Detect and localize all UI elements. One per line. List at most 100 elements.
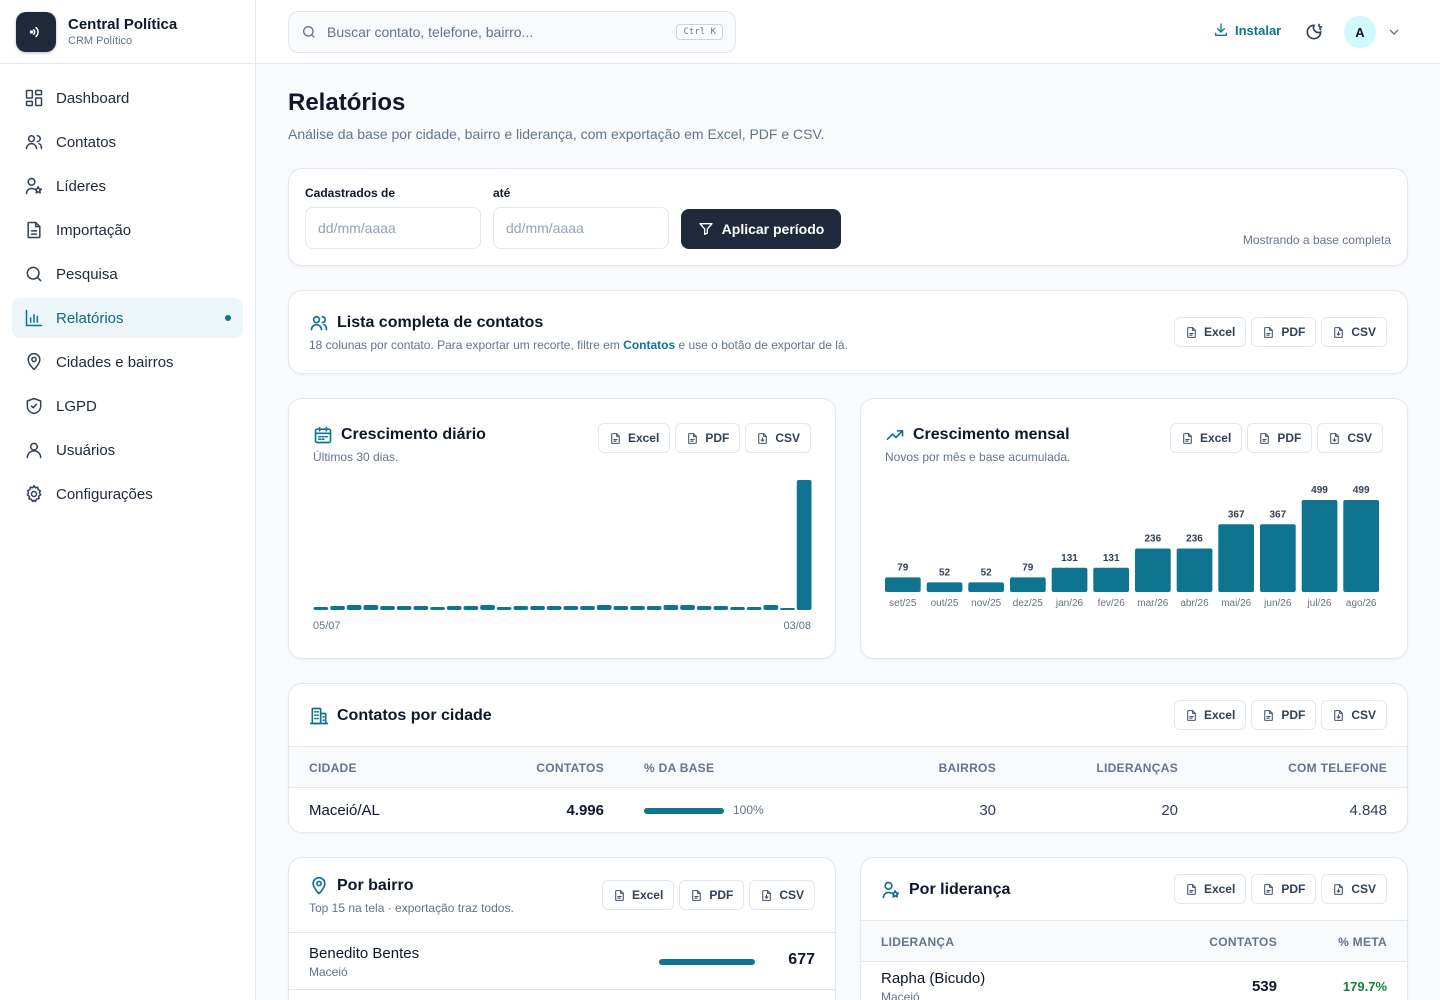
install-button[interactable]: Instalar <box>1213 22 1281 38</box>
export-label: Excel <box>1203 708 1236 722</box>
sidebar-item-dashboard[interactable]: Dashboard <box>12 78 243 118</box>
daily-bar-08/07 <box>363 605 379 610</box>
chevron-down-icon[interactable] <box>1386 24 1402 40</box>
city-export-csv-button[interactable]: CSV <box>1321 700 1387 730</box>
contacts-list-exports: Excel PDF CSV <box>1173 317 1387 347</box>
leader-export-pdf-button[interactable]: PDF <box>1251 874 1317 904</box>
brand-subtitle: CRM Político <box>68 34 133 47</box>
monthly-export-csv-button[interactable]: CSV <box>1317 423 1383 453</box>
avatar[interactable]: A <box>1344 16 1376 48</box>
col-leaders: LIDERANÇAS <box>1096 761 1178 775</box>
sidebar-item-label: Pesquisa <box>56 265 118 283</box>
user-icon <box>26 442 42 459</box>
sidebar-item-pesquisa[interactable]: Pesquisa <box>12 254 243 294</box>
monthly-bar-jun/26 <box>1260 524 1296 592</box>
monthly-tick-label: fev/26 <box>1098 598 1126 609</box>
search-icon <box>303 26 315 38</box>
daily-bar-10/07 <box>396 606 412 610</box>
daily-bar-09/07 <box>380 606 395 610</box>
daily-bar-05/07 <box>313 607 329 610</box>
monthly-value-label: 499 <box>1353 485 1370 496</box>
daily-bar-28/07 <box>696 606 712 610</box>
daily-export-excel-button[interactable]: Excel <box>597 423 671 453</box>
monthly-growth-title: Crescimento mensal <box>885 425 1070 445</box>
city-export-pdf-button[interactable]: PDF <box>1251 700 1317 730</box>
daily-export-pdf-button[interactable]: PDF <box>675 423 741 453</box>
to-label: até <box>493 186 511 200</box>
export-label: CSV <box>1351 882 1376 896</box>
city-neighborhoods: 30 <box>979 802 996 819</box>
city-report-title: Contatos por cidade <box>309 706 492 726</box>
city-report-card: Contatos por cidade Excel PDF CSV CIDADE C… <box>288 683 1408 833</box>
col-contacts: CONTATOS <box>536 761 604 775</box>
period-status: Mostrando a base completa <box>1242 233 1391 247</box>
contacts-list-export-csv-button[interactable]: CSV <box>1321 317 1387 347</box>
leader-export-csv-button[interactable]: CSV <box>1321 874 1387 904</box>
list-item[interactable]: Benedito Bentes Maceió 677 <box>289 932 835 990</box>
sidebar-item-relatorios[interactable]: Relatórios <box>12 298 243 338</box>
contacts-list-export-excel-button[interactable]: Excel <box>1173 317 1247 347</box>
monthly-growth-chart: 79 set/25 52 out/25 52 nov/25 79 dez/25 131 jan/2… <box>885 485 1379 609</box>
daily-growth-subtitle: Últimos 30 dias. <box>313 450 399 464</box>
monthly-tick-label: set/25 <box>889 598 917 609</box>
neighborhood-export-csv-button[interactable]: CSV <box>749 880 815 910</box>
active-indicator <box>225 315 231 321</box>
daily-bar-21/07 <box>580 606 595 610</box>
daily-export-csv-button[interactable]: CSV <box>745 423 811 453</box>
daily-bar-23/07 <box>613 606 629 610</box>
col-city: CIDADE <box>309 761 357 775</box>
sidebar-item-label: Líderes <box>56 177 107 195</box>
monthly-export-excel-button[interactable]: Excel <box>1169 423 1243 453</box>
bar-chart-icon <box>25 309 43 327</box>
user-star-icon <box>25 177 43 195</box>
export-label: CSV <box>1351 325 1376 339</box>
sidebar-item-label: Relatórios <box>56 309 124 327</box>
contacts-list-title-text: Lista completa de contatos <box>337 314 544 331</box>
to-date-input[interactable]: dd/mm/aaaa <box>493 207 669 249</box>
sidebar-item-configuracoes[interactable]: Configurações <box>12 474 243 514</box>
monthly-export-pdf-button[interactable]: PDF <box>1247 423 1313 453</box>
calendar-icon <box>314 426 332 444</box>
leader-report-card: Por liderança Excel PDF CSV LIDERANÇA CONT… <box>860 857 1408 1000</box>
topbar: Buscar contato, telefone, bairro... Ctrl… <box>256 0 1440 64</box>
contacts-list-subtitle: 18 colunas por contato. Para exportar um… <box>309 338 848 352</box>
city-export-excel-button[interactable]: Excel <box>1173 700 1247 730</box>
city-share-fill <box>644 808 724 814</box>
monthly-tick-label: mar/26 <box>1137 598 1169 609</box>
page-title: Relatórios <box>288 89 406 116</box>
sidebar-item-cidades-e-bairros[interactable]: Cidades e bairros <box>12 342 243 382</box>
monthly-tick-label: mai/26 <box>1221 598 1251 609</box>
city-contacts: 4.996 <box>566 802 604 819</box>
leader-report-exports: Excel PDF CSV <box>1173 874 1387 904</box>
sidebar-item-lgpd[interactable]: LGPD <box>12 386 243 426</box>
user-star-icon <box>882 881 900 899</box>
leader-export-excel-button[interactable]: Excel <box>1173 874 1247 904</box>
sidebar-item-lideres[interactable]: Líderes <box>12 166 243 206</box>
export-label: CSV <box>775 431 800 445</box>
city-name: Maceió/AL <box>309 802 380 819</box>
city-leaders: 20 <box>1161 802 1178 819</box>
file-icon <box>615 889 624 901</box>
monthly-bar-mar/26 <box>1135 548 1171 592</box>
file-download-icon <box>758 432 768 444</box>
gear-icon <box>26 484 42 503</box>
neighborhood-export-pdf-button[interactable]: PDF <box>679 880 745 910</box>
search-input[interactable]: Buscar contato, telefone, bairro... Ctrl… <box>288 11 736 53</box>
theme-toggle-icon[interactable] <box>1304 22 1324 42</box>
col-goal: % META <box>1338 935 1387 949</box>
monthly-value-label: 367 <box>1269 509 1286 520</box>
neighborhood-export-excel-button[interactable]: Excel <box>601 880 675 910</box>
monthly-bar-fev/26 <box>1093 567 1129 592</box>
sidebar-item-usuarios[interactable]: Usuários <box>12 430 243 470</box>
grid-icon <box>25 89 43 107</box>
contacts-link[interactable]: Contatos <box>623 338 676 352</box>
sidebar-item-contatos[interactable]: Contatos <box>12 122 243 162</box>
from-date-input[interactable]: dd/mm/aaaa <box>305 207 481 249</box>
daily-bar-11/07 <box>413 606 429 610</box>
contacts-list-export-pdf-button[interactable]: PDF <box>1251 317 1317 347</box>
sidebar-item-label: Configurações <box>56 485 153 503</box>
apply-period-button[interactable]: Aplicar período <box>681 209 841 249</box>
city-report-exports: Excel PDF CSV <box>1173 700 1387 730</box>
sidebar: Central Política CRM Político Dashboard C… <box>0 0 256 1000</box>
sidebar-item-importacao[interactable]: Importação <box>12 210 243 250</box>
